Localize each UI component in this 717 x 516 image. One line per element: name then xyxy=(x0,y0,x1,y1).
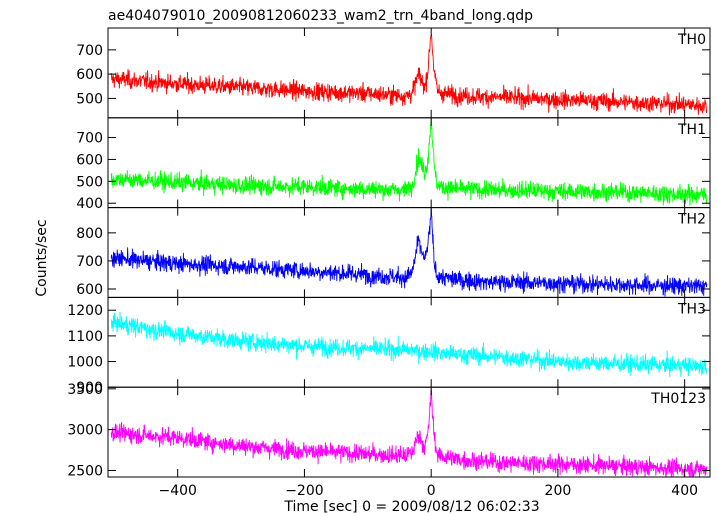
y-tick-label: 3000 xyxy=(67,423,103,439)
panel-th3: 900 1000 1100 1200 TH3 xyxy=(67,296,711,396)
y-tick-label: 2500 xyxy=(67,463,103,479)
y-axis-label: Counts/sec xyxy=(34,219,50,296)
y-tick-label: 600 xyxy=(76,152,103,168)
y-tick-label: 500 xyxy=(76,174,103,190)
x-tick-label: 400 xyxy=(671,483,698,499)
x-tick-label: 0 xyxy=(427,483,436,499)
series-th1-line xyxy=(110,118,708,206)
panels-group: 500 600 700 TH0 400 500 600 700 TH1 600 700 800 TH2 9… xyxy=(67,27,711,479)
y-tick-label: 1200 xyxy=(67,303,103,319)
series-th0123-line xyxy=(110,388,708,478)
series-th2-line xyxy=(110,207,708,297)
y-tick-label: 1100 xyxy=(67,329,103,345)
x-tick-labels: −400 −200 0 200 400 xyxy=(158,483,698,499)
x-tick-label: 200 xyxy=(545,483,572,499)
x-tick-label: −200 xyxy=(285,483,323,499)
y-tick-label: 600 xyxy=(76,282,103,298)
series-label-th2: TH2 xyxy=(677,212,706,228)
series-th0-line xyxy=(110,34,708,116)
panel-th0123: 2500 3000 3500 TH0123 xyxy=(67,382,711,479)
series-label-th0: TH0 xyxy=(677,32,706,48)
y-tick-label: 700 xyxy=(76,254,103,270)
chart-title: ae404079010_20090812060233_wam2_trn_4ban… xyxy=(108,8,533,24)
series-th3-line xyxy=(110,311,708,378)
panel-frame xyxy=(107,296,711,388)
y-tick-label: 800 xyxy=(76,226,103,242)
y-tick-label: 3500 xyxy=(67,382,103,398)
series-label-th0123: TH0123 xyxy=(650,391,706,407)
series-label-th3: TH3 xyxy=(677,301,706,317)
x-tick-label: −400 xyxy=(158,483,196,499)
y-tick-label: 600 xyxy=(76,67,103,83)
panel-th1: 400 500 600 700 TH1 xyxy=(76,117,711,212)
y-tick-label: 700 xyxy=(76,43,103,59)
panel-th0: 500 600 700 TH0 xyxy=(76,27,711,119)
y-tick-label: 1000 xyxy=(67,355,103,371)
y-tick-label: 400 xyxy=(76,196,103,212)
x-axis-label: Time [sec] 0 = 2009/08/12 06:02:33 xyxy=(283,499,539,515)
panel-th2: 600 700 800 TH2 xyxy=(76,207,711,298)
panel-frame xyxy=(107,386,711,478)
y-tick-label: 900 xyxy=(76,380,103,396)
series-label-th1: TH1 xyxy=(677,122,706,138)
y-tick-label: 700 xyxy=(76,131,103,147)
y-tick-label: 500 xyxy=(76,91,103,107)
